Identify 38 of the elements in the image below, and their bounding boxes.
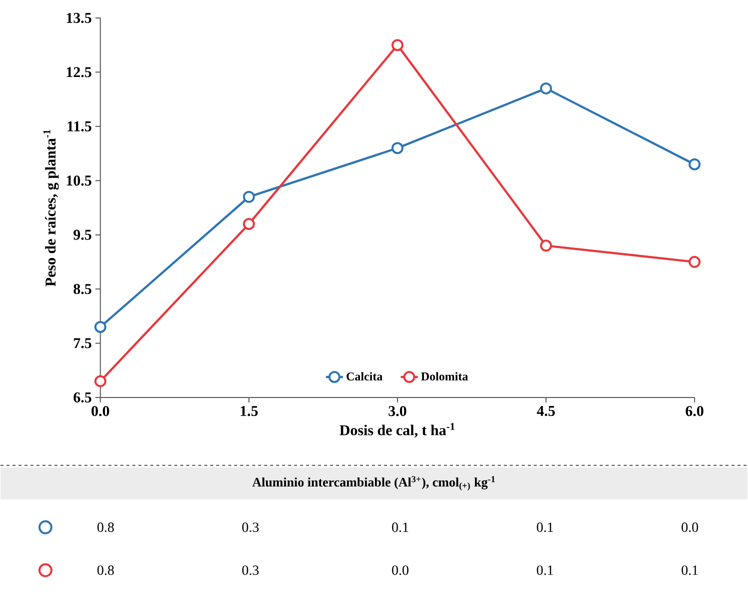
y-tick-label: 13.5 — [66, 12, 92, 23]
x-axis-title: Dosis de cal, t ha$^{-1}$ — [340, 422, 455, 438]
y-tick-label: 8.5 — [74, 284, 92, 294]
text: 0.3 — [242, 565, 259, 575]
legend-label: Calcita — [346, 372, 382, 380]
y-tick-label: 11.5 — [68, 121, 92, 132]
legend-label: Dolomita — [421, 372, 468, 380]
y-tick-label: 12.5 — [66, 67, 92, 78]
point — [540, 240, 552, 252]
text: 0.3 — [242, 522, 259, 532]
point — [688, 256, 701, 268]
y-tick-label: 9.5 — [74, 230, 92, 240]
y-tick-label: 7.5 — [74, 338, 92, 348]
x-tick-label: 3.0 — [388, 406, 406, 416]
x-tick-label: 1.5 — [240, 406, 258, 416]
text: 0.0 — [682, 522, 698, 532]
point — [94, 375, 106, 388]
point — [242, 218, 255, 230]
text: 0.8 — [97, 565, 114, 575]
y-axis-title: Peso de raíces, g planta$^{-1}$ — [43, 130, 59, 286]
y-tick-label: 10.5 — [66, 175, 92, 186]
text: 0.0 — [392, 565, 408, 575]
text: 0.1 — [682, 565, 698, 575]
text: 0.8 — [97, 522, 114, 532]
y-tick-label: 6.5 — [74, 392, 92, 402]
point — [688, 158, 701, 170]
x-tick-label: 0.0 — [92, 406, 110, 416]
text: 0.1 — [536, 565, 553, 575]
text: Aluminio intercambiable (Al$^{3+}$), cmol$_{(+)}$ kg$^{-1}$ — [252, 476, 495, 490]
point — [391, 142, 404, 154]
x-tick-label: 4.5 — [536, 406, 555, 416]
point — [94, 320, 106, 333]
point — [391, 39, 404, 51]
point — [242, 190, 255, 203]
text: 0.1 — [392, 522, 408, 532]
text: 0.1 — [536, 522, 553, 532]
point — [540, 82, 552, 94]
x-tick-label: 6.0 — [686, 406, 704, 416]
